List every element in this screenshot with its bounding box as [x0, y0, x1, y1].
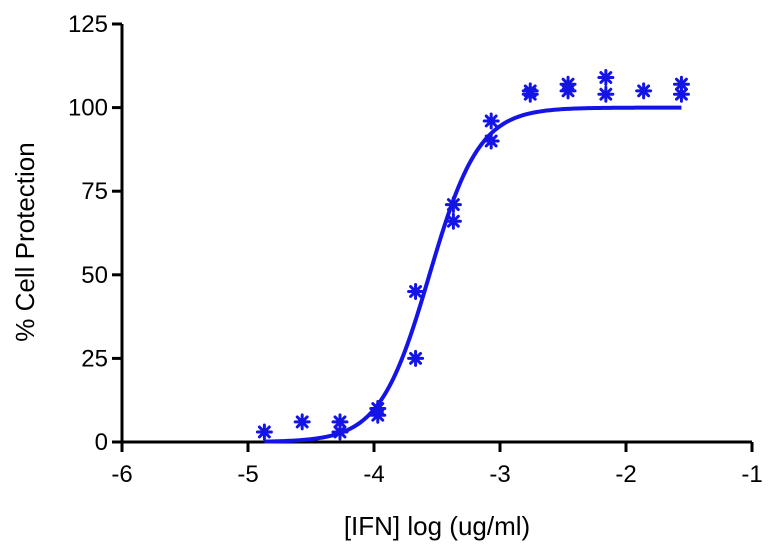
x-tick-label: -6 — [111, 461, 132, 488]
y-tick-label: 0 — [95, 429, 108, 456]
data-point — [672, 85, 690, 103]
y-axis-title: % Cell Protection — [10, 142, 40, 341]
x-axis-title: [IFN] log (ug/ml) — [344, 511, 530, 541]
y-axis: 0 25 50 75 100 125 — [68, 11, 124, 456]
data-point — [482, 112, 500, 130]
y-tick-label: 75 — [81, 178, 108, 205]
fit-curve — [264, 105, 682, 444]
data-points — [255, 69, 690, 441]
data-point — [482, 132, 500, 150]
data-point — [255, 423, 273, 441]
data-point — [559, 82, 577, 100]
y-tick-label: 25 — [81, 345, 108, 372]
y-tick-label: 100 — [68, 95, 108, 122]
data-point — [597, 85, 615, 103]
x-tick-label: -5 — [237, 461, 258, 488]
data-point — [331, 423, 349, 441]
x-tick-label: -4 — [363, 461, 384, 488]
data-point — [521, 85, 539, 103]
data-point — [407, 283, 425, 301]
data-point — [597, 69, 615, 87]
data-point — [407, 349, 425, 367]
y-tick-label: 50 — [81, 262, 108, 289]
y-tick-label: 125 — [68, 11, 108, 38]
x-tick-label: -3 — [489, 461, 510, 488]
data-point — [635, 82, 653, 100]
data-point — [444, 196, 462, 214]
data-point — [293, 413, 311, 431]
x-axis: -6 -5 -4 -3 -2 -1 — [111, 440, 763, 488]
data-point — [369, 406, 387, 424]
x-tick-label: -1 — [741, 461, 762, 488]
data-point — [444, 212, 462, 230]
x-tick-label: -2 — [615, 461, 636, 488]
